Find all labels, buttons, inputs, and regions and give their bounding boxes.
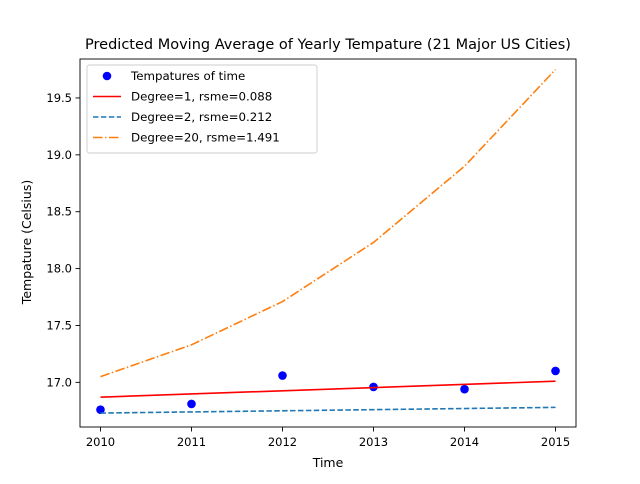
data-point (460, 384, 469, 394)
y-tick-label: 19.5 (46, 91, 72, 105)
legend-label-2: Degree=2, rsme=0.212 (131, 110, 272, 124)
legend-label-1: Degree=1, rsme=0.088 (131, 90, 272, 104)
y-tick-label: 18.5 (46, 205, 72, 219)
series-line-3 (100, 68, 557, 378)
x-tick-label: 2013 (359, 435, 388, 449)
x-tick-label: 2010 (86, 435, 115, 449)
chart-title: Predicted Moving Average of Yearly Tempa… (85, 37, 571, 53)
data-point (187, 399, 196, 409)
legend-label-0: Tempatures of time (130, 69, 245, 83)
legend-label-3: Degree=20, rsme=1.491 (131, 131, 280, 145)
axes: 2010 2011 2012 2013 2014 2015 17.0 17.5 18.0 18.5… (46, 58, 577, 449)
plot-frame (79, 58, 577, 428)
y-tick-label: 19.0 (46, 148, 72, 162)
data-point (278, 371, 287, 380)
x-axis-label: Time (312, 455, 344, 470)
data-point (96, 405, 105, 414)
x-tick-label: 2014 (450, 435, 479, 449)
y-tick-label: 18.0 (46, 262, 72, 276)
x-tick-label: 2012 (268, 435, 297, 449)
series-line-1 (100, 380, 556, 398)
x-tick-label: 2015 (541, 435, 570, 449)
x-tick-label: 2011 (177, 435, 206, 449)
data-point (551, 366, 560, 376)
legend-box (86, 64, 318, 154)
legend-marker-0 (102, 71, 112, 81)
y-axis-label: Tempature (Celsius) (19, 180, 34, 305)
y-tick-label: 17.0 (46, 375, 72, 389)
plot-area (96, 68, 560, 414)
legend: Tempatures of time Degree=1, rsme=0.088 De… (86, 64, 318, 154)
series-line-2 (100, 406, 556, 414)
y-tick-label: 17.5 (46, 318, 72, 332)
